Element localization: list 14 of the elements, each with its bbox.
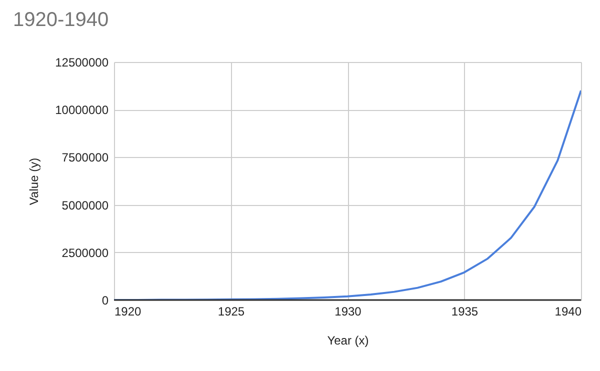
y-tick-label: 10000000 bbox=[55, 103, 109, 118]
x-tick-label: 1920 bbox=[114, 304, 142, 318]
x-tick-label: 1935 bbox=[451, 304, 478, 318]
chart-title: 1920-1940 bbox=[13, 9, 109, 31]
y-tick-label: 2500000 bbox=[62, 246, 109, 260]
x-tick-label: 1930 bbox=[334, 304, 362, 318]
y-axis-title: Value (y) bbox=[27, 158, 42, 206]
y-tick-label: 5000000 bbox=[62, 198, 109, 212]
y-tick-label: 12500000 bbox=[55, 56, 109, 70]
y-tick-label: 0 bbox=[102, 294, 109, 308]
x-tick-label: 1925 bbox=[218, 304, 245, 318]
x-axis-title: Year (x) bbox=[327, 334, 369, 348]
x-tick-label: 1940 bbox=[554, 304, 582, 318]
y-tick-label: 7500000 bbox=[62, 150, 109, 165]
